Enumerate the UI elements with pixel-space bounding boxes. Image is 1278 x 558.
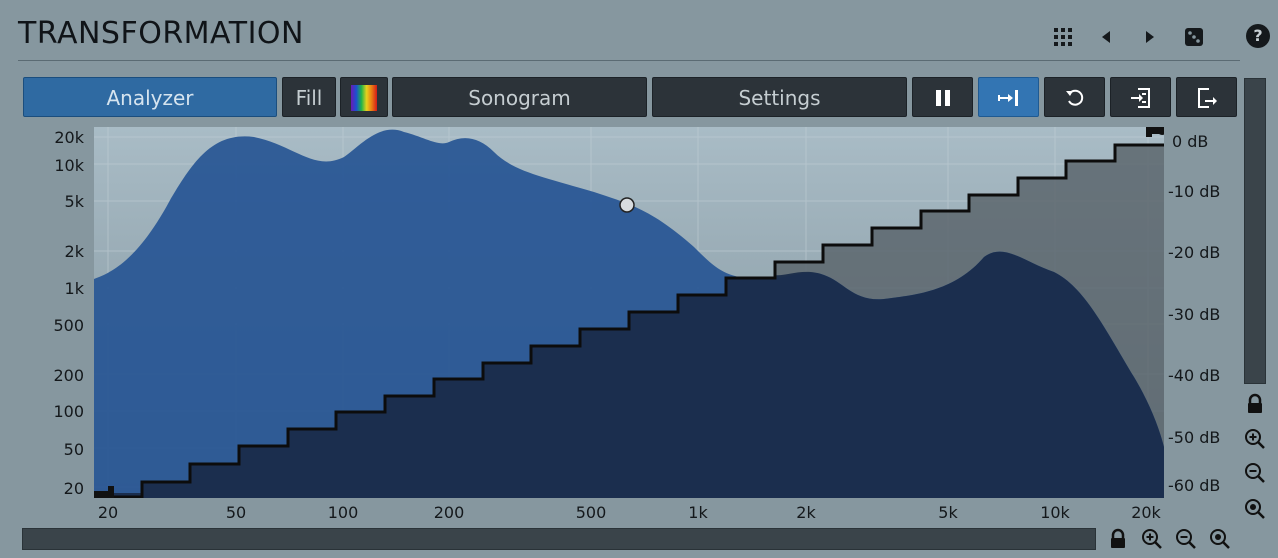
export-button[interactable] [1176,77,1237,117]
db-label: -50 dB [1168,428,1221,447]
title-divider [18,60,1240,61]
settings-button[interactable]: Settings [652,77,907,117]
x-label: 100 [327,503,359,522]
y-label: 20k [54,128,84,147]
curve-end-handle[interactable] [1146,127,1164,137]
page-title: TRANSFORMATION [18,16,304,51]
output-spectrum [94,251,1164,498]
db-label: -20 dB [1168,243,1221,262]
db-label: -40 dB [1168,366,1221,385]
sonogram-button[interactable]: Sonogram [392,77,647,117]
reset-button[interactable] [1044,77,1105,117]
import-button[interactable] [1110,77,1171,117]
lock-icon[interactable] [1106,527,1130,551]
x-label: 20k [1131,503,1161,522]
spectrum-cursor[interactable] [619,197,635,213]
arrow-right-icon[interactable] [1138,25,1162,49]
x-label: 50 [225,503,247,522]
y-label: 10k [54,156,84,175]
zoom-out-icon[interactable] [1174,527,1198,551]
arrow-left-icon[interactable] [1094,25,1118,49]
y-label: 200 [53,366,84,385]
y-label: 20 [63,479,84,498]
x-label: 1k [688,503,708,522]
zoom-out-icon[interactable] [1243,461,1267,485]
export-icon [1197,88,1217,108]
analyzer-button[interactable]: Analyzer [23,77,277,117]
x-label: 20 [97,503,119,522]
freeze-button[interactable] [978,77,1039,117]
zoom-reset-icon[interactable] [1243,497,1267,521]
y-label: 1k [64,279,84,298]
x-label: 200 [433,503,465,522]
lock-icon[interactable] [1243,392,1267,416]
zoom-in-icon[interactable] [1140,527,1164,551]
transformation-graph[interactable] [94,127,1164,498]
vertical-scrollbar[interactable] [1244,78,1266,384]
x-label: 5k [938,503,958,522]
db-label: -10 dB [1168,182,1221,201]
reset-icon [1065,89,1083,106]
x-label: 10k [1040,503,1070,522]
db-label: 0 dB [1172,132,1209,151]
x-label: 500 [575,503,607,522]
transfer-curve[interactable] [94,143,1164,498]
dice-icon[interactable] [1182,25,1206,49]
title-bar: TRANSFORMATION ? [0,0,1278,70]
db-label: -30 dB [1168,305,1221,324]
horizontal-scrollbar[interactable] [22,528,1096,550]
zoom-reset-icon[interactable] [1208,527,1232,551]
help-icon[interactable]: ? [1246,24,1270,48]
y-label: 100 [53,402,84,421]
grid-icon[interactable] [1051,25,1075,49]
y-label: 2k [64,242,84,261]
y-label: 5k [64,192,84,211]
curve-start-handle[interactable] [94,486,114,498]
y-label: 50 [63,440,84,459]
color-palette-button[interactable] [340,77,388,117]
fill-button[interactable]: Fill [282,77,336,117]
arrow-to-bar-icon [997,90,1018,106]
spectrum-palette-icon [351,85,377,111]
x-label: 2k [796,503,816,522]
pause-button[interactable] [912,77,973,117]
pause-icon [935,90,950,106]
import-icon [1130,88,1150,108]
zoom-in-icon[interactable] [1243,427,1267,451]
y-label: 500 [53,316,84,335]
db-label: -60 dB [1168,476,1221,495]
